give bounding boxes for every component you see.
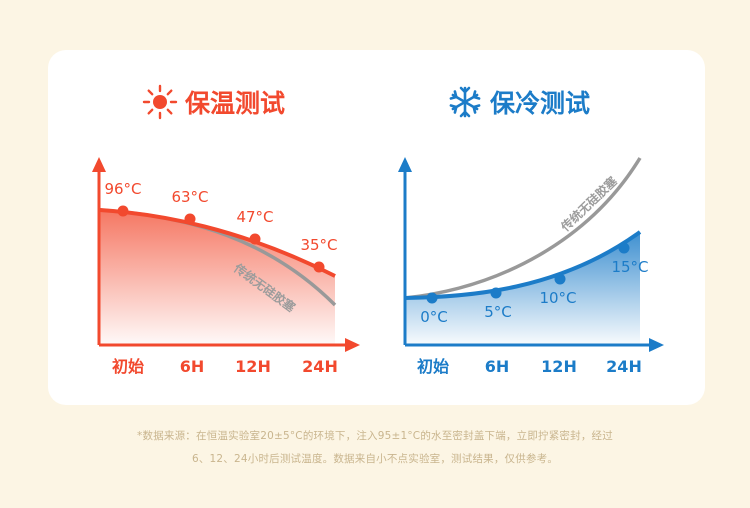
cold-area	[405, 232, 640, 345]
hot-x-arrow	[345, 338, 360, 352]
footnote-line-2: 6、12、24小时后测试温度。数据来自小不点实验室，测试结果，仅供参考。	[191, 453, 559, 465]
cold-data-point	[490, 287, 502, 299]
cold-x-tick-label: 6H	[485, 357, 510, 376]
hot-data-label: 35°C	[300, 236, 337, 254]
hot-area	[100, 210, 335, 345]
hot-data-label: 96°C	[104, 180, 141, 198]
footnote-line-1: *数据来源：在恒温实验室20±5°C的环境下，注入95±1°C的水至密封盖下端，…	[137, 430, 613, 442]
cold-data-label: 5°C	[484, 303, 512, 321]
sun-icon	[142, 84, 178, 120]
hot-data-point	[313, 261, 325, 273]
cold-comparison-line	[404, 157, 642, 300]
hot-data-point	[249, 233, 261, 245]
hot-x-tick-label: 12H	[235, 357, 271, 376]
cold-x-arrow	[649, 338, 664, 352]
hot-data-label: 63°C	[171, 188, 208, 206]
hot-x-tick-label: 6H	[180, 357, 205, 376]
hot-x-tick-label: 24H	[302, 357, 338, 376]
snowflake-icon	[449, 86, 481, 118]
cold-data-point	[554, 273, 566, 285]
hot-data-point	[117, 205, 129, 217]
cold-data-point	[426, 292, 438, 304]
cold-data-point	[618, 242, 630, 254]
hot-y-arrow	[92, 157, 106, 172]
cold-data-label: 0°C	[420, 308, 448, 326]
cold-x-tick-label: 12H	[541, 357, 577, 376]
cold-title: 保冷测试	[489, 89, 590, 118]
hot-x-tick-label: 初始	[112, 357, 144, 376]
cold-x-tick-label: 24H	[606, 357, 642, 376]
cold-x-tick-label: 初始	[417, 357, 449, 376]
cold-data-label: 10°C	[539, 289, 576, 307]
cold-y-arrow	[398, 157, 412, 172]
hot-title: 保温测试	[184, 89, 285, 118]
cold-data-label: 15°C	[611, 258, 648, 276]
cold-chart: 传统无硅胶塞 0°C 5°C 10°C 15°C 初始 6H 12H 24H	[398, 157, 664, 376]
cold-comparison-label: 传统无硅胶塞	[557, 173, 621, 235]
hot-chart: 传统无硅胶塞 96°C 63°C47°C35°C 初始 6H 12H 24H	[92, 157, 360, 376]
hot-data-point	[184, 213, 196, 225]
hot-data-label: 47°C	[236, 208, 273, 226]
